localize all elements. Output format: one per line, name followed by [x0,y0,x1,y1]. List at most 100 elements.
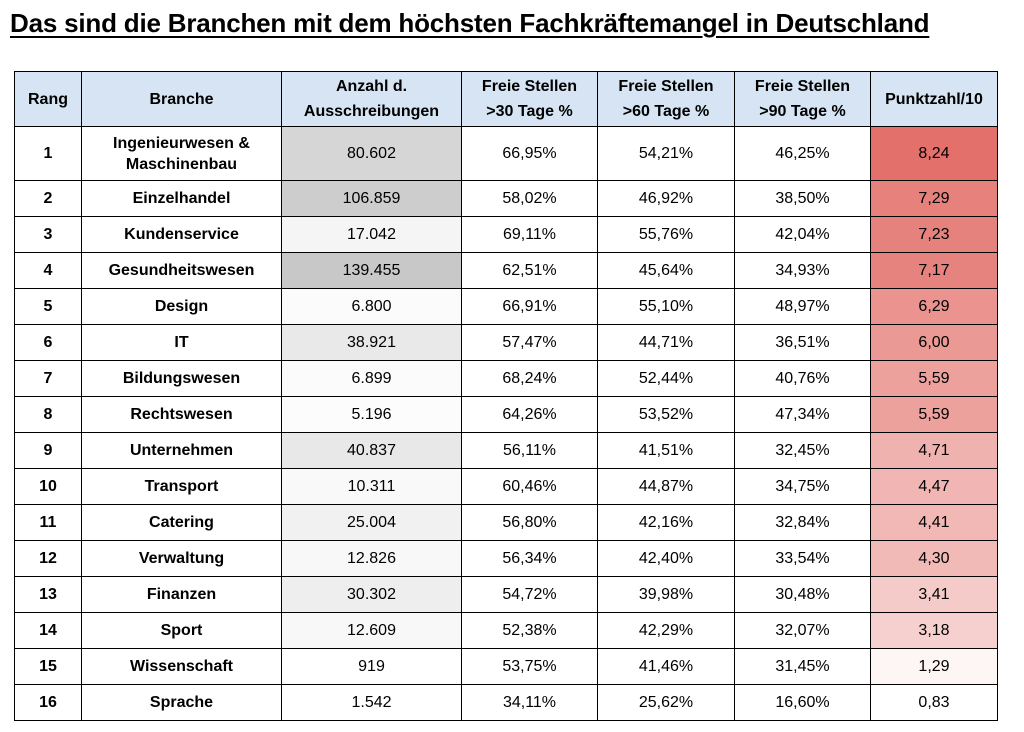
cell-f90: 34,93% [734,252,871,289]
cell-branche: Kundenservice [81,216,282,253]
cell-f90: 40,76% [734,360,871,397]
header-anzahl: Anzahl d. Ausschreibungen [281,71,462,127]
header-f30-line1: Freie Stellen [481,78,578,95]
header-f30-line2: >30 Tage % [486,103,573,120]
cell-f60: 45,64% [597,252,735,289]
cell-anzahl: 38.921 [281,324,462,361]
cell-f60: 39,98% [597,576,735,613]
cell-f30: 56,80% [461,504,598,541]
cell-rang: 15 [14,648,82,685]
cell-f90: 31,45% [734,648,871,685]
cell-punkte: 1,29 [870,648,998,685]
cell-punkte: 5,59 [870,360,998,397]
cell-punkte: 7,17 [870,252,998,289]
cell-rang: 3 [14,216,82,253]
cell-f90: 32,84% [734,504,871,541]
cell-branche: Wissenschaft [81,648,282,685]
cell-punkte: 6,00 [870,324,998,361]
cell-anzahl: 17.042 [281,216,462,253]
cell-f30: 60,46% [461,468,598,505]
cell-branche: Unternehmen [81,432,282,469]
cell-f90: 34,75% [734,468,871,505]
cell-punkte: 5,59 [870,396,998,433]
cell-anzahl: 1.542 [281,684,462,721]
cell-f90: 47,34% [734,396,871,433]
cell-f60: 52,44% [597,360,735,397]
cell-branche: Einzelhandel [81,180,282,217]
cell-punkte: 4,47 [870,468,998,505]
cell-f30: 53,75% [461,648,598,685]
table-row: 8 Rechtswesen 5.196 64,26% 53,52% 47,34% 5,59 [14,396,998,433]
cell-f30: 68,24% [461,360,598,397]
cell-f90: 32,45% [734,432,871,469]
table-row: 15 Wissenschaft 919 53,75% 41,46% 31,45% 1,29 [14,648,998,685]
cell-branche: Sprache [81,684,282,721]
cell-f90: 46,25% [734,126,871,181]
cell-branche: Rechtswesen [81,396,282,433]
cell-anzahl: 80.602 [281,126,462,181]
header-f90-line2: >90 Tage % [759,103,846,120]
table-row: 13 Finanzen 30.302 54,72% 39,98% 30,48% 3,41 [14,576,998,613]
cell-punkte: 4,30 [870,540,998,577]
header-punkte: Punktzahl/10 [870,71,998,127]
table-row: 12 Verwaltung 12.826 56,34% 42,40% 33,54% 4,30 [14,540,998,577]
cell-f90: 36,51% [734,324,871,361]
cell-f30: 66,95% [461,126,598,181]
cell-punkte: 7,23 [870,216,998,253]
cell-rang: 16 [14,684,82,721]
cell-f90: 16,60% [734,684,871,721]
header-rang: Rang [14,71,82,127]
cell-f90: 32,07% [734,612,871,649]
table-row: 3 Kundenservice 17.042 69,11% 55,76% 42,04% 7,… [14,216,998,253]
cell-rang: 8 [14,396,82,433]
cell-branche: Catering [81,504,282,541]
cell-branche: IT [81,324,282,361]
cell-punkte: 4,41 [870,504,998,541]
cell-f30: 34,11% [461,684,598,721]
cell-f30: 69,11% [461,216,598,253]
cell-f60: 41,51% [597,432,735,469]
cell-rang: 4 [14,252,82,289]
cell-anzahl: 6.800 [281,288,462,325]
cell-f30: 52,38% [461,612,598,649]
table-row: 4 Gesundheitswesen 139.455 62,51% 45,64% 34,9… [14,252,998,289]
table-body: 1 Ingenieurwesen & Maschinenbau 80.602 66,9… [14,126,998,721]
cell-f90: 33,54% [734,540,871,577]
cell-f60: 42,29% [597,612,735,649]
cell-punkte: 3,18 [870,612,998,649]
cell-f60: 55,10% [597,288,735,325]
cell-branche: Gesundheitswesen [81,252,282,289]
cell-f60: 44,71% [597,324,735,361]
cell-rang: 1 [14,126,82,181]
cell-punkte: 0,83 [870,684,998,721]
cell-punkte: 8,24 [870,126,998,181]
cell-punkte: 6,29 [870,288,998,325]
header-f60-line2: >60 Tage % [622,103,710,120]
table-row: 1 Ingenieurwesen & Maschinenbau 80.602 66,9… [14,126,998,181]
cell-anzahl: 5.196 [281,396,462,433]
cell-rang: 11 [14,504,82,541]
cell-f60: 44,87% [597,468,735,505]
cell-anzahl: 12.826 [281,540,462,577]
cell-f30: 56,34% [461,540,598,577]
cell-f30: 54,72% [461,576,598,613]
cell-branche: Transport [81,468,282,505]
cell-f60: 55,76% [597,216,735,253]
table-row: 9 Unternehmen 40.837 56,11% 41,51% 32,45% 4,71 [14,432,998,469]
cell-f60: 54,21% [597,126,735,181]
cell-f30: 64,26% [461,396,598,433]
cell-punkte: 3,41 [870,576,998,613]
cell-anzahl: 25.004 [281,504,462,541]
cell-f90: 42,04% [734,216,871,253]
cell-rang: 10 [14,468,82,505]
cell-branche: Design [81,288,282,325]
cell-rang: 12 [14,540,82,577]
cell-anzahl: 10.311 [281,468,462,505]
cell-f60: 41,46% [597,648,735,685]
cell-rang: 7 [14,360,82,397]
cell-f30: 58,02% [461,180,598,217]
table-row: 11 Catering 25.004 56,80% 42,16% 32,84% 4,41 [14,504,998,541]
cell-f60: 53,52% [597,396,735,433]
page-title: Das sind die Branchen mit dem höchsten F… [10,8,930,38]
table-row: 2 Einzelhandel 106.859 58,02% 46,92% 38,50% 7,… [14,180,998,217]
